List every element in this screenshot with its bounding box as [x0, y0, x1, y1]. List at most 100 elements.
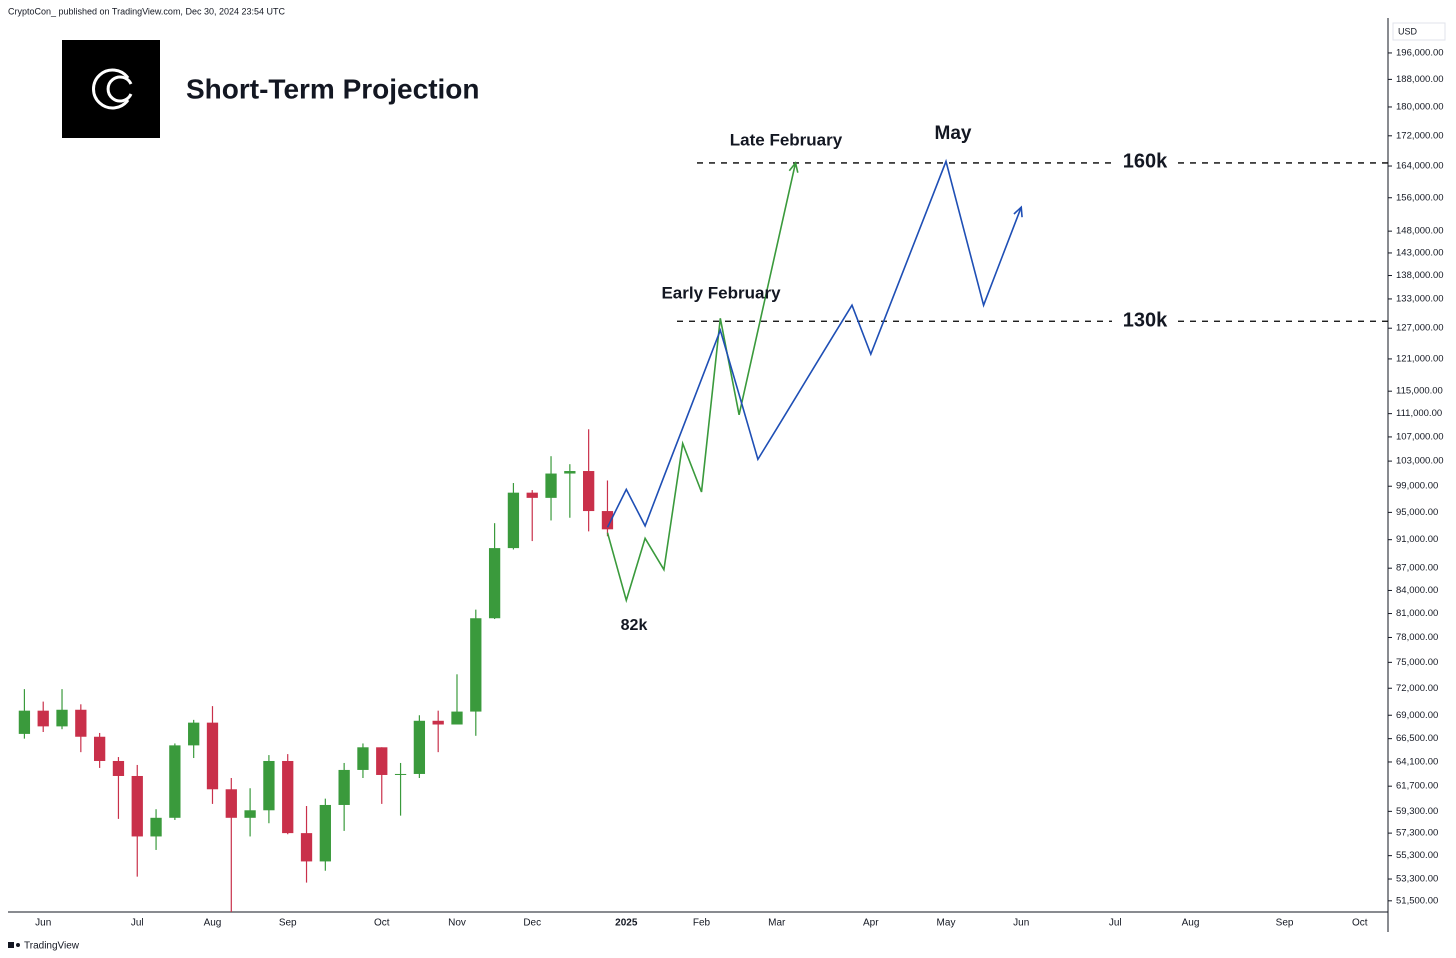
candle-body: [206, 722, 219, 790]
projection-line: [606, 158, 1022, 528]
y-tick-label: 87,000.00: [1396, 563, 1438, 574]
y-tick-label: 64,100.00: [1396, 756, 1438, 767]
y-tick-label: 196,000.00: [1396, 47, 1444, 58]
x-tick-label: Nov: [448, 918, 466, 929]
y-tick-label: 78,000.00: [1396, 632, 1438, 643]
y-tick-label: 133,000.00: [1396, 293, 1444, 304]
y-tick-label: 61,700.00: [1396, 781, 1438, 792]
y-tick-label: 91,000.00: [1396, 534, 1438, 545]
annotation: 160k: [1123, 150, 1168, 172]
y-tick-label: 84,000.00: [1396, 585, 1438, 596]
currency-label: USD: [1398, 26, 1418, 36]
logo-box: [62, 40, 160, 138]
y-tick-label: 115,000.00: [1396, 386, 1443, 397]
x-tick-label: Oct: [1352, 918, 1368, 929]
candle-body: [93, 736, 106, 761]
candle-body: [263, 760, 275, 811]
logo: [62, 40, 160, 138]
y-tick-label: 99,000.00: [1396, 481, 1438, 492]
y-tick-label: 69,000.00: [1396, 710, 1438, 721]
y-tick-label: 188,000.00: [1396, 74, 1444, 85]
y-tick-label: 53,300.00: [1396, 874, 1438, 885]
projection-line: [606, 162, 797, 604]
y-tick-label: 103,000.00: [1396, 456, 1444, 467]
x-tick-label: Jun: [35, 918, 51, 929]
candle-body: [601, 511, 614, 530]
chart-title: Short-Term Projection: [186, 73, 480, 104]
y-tick-label: 57,300.00: [1396, 828, 1438, 839]
logo-arc-inner: [106, 75, 133, 103]
candle-body: [338, 769, 350, 805]
candle-body: [225, 789, 237, 818]
candle-body: [244, 810, 256, 818]
y-tick-label: 59,300.00: [1396, 806, 1438, 817]
x-tick-label: 2025: [615, 918, 638, 929]
x-tick-label: Jul: [1109, 918, 1122, 929]
y-tick-label: 180,000.00: [1396, 101, 1444, 112]
candle-body: [56, 709, 68, 727]
y-tick-label: 55,300.00: [1396, 850, 1438, 861]
candle-body: [507, 492, 520, 549]
y-tick-label: 111,000.00: [1396, 408, 1442, 419]
y-tick-label: 172,000.00: [1396, 130, 1444, 141]
x-tick-label: May: [937, 918, 956, 929]
x-tick-label: Oct: [374, 918, 390, 929]
y-tick-label: 75,000.00: [1396, 657, 1438, 668]
y-tick-label: 164,000.00: [1396, 161, 1444, 172]
candle-body: [18, 710, 31, 734]
y-tick-label: 156,000.00: [1396, 192, 1444, 203]
arrowhead: [1013, 205, 1023, 218]
candle-body: [432, 720, 444, 725]
candle-body: [545, 473, 557, 498]
y-tick-label: 148,000.00: [1396, 226, 1444, 237]
candle-body: [394, 773, 407, 775]
y-tick-label: 95,000.00: [1396, 507, 1438, 518]
annotation: 82k: [621, 617, 648, 634]
y-tick-label: 51,500.00: [1396, 895, 1438, 906]
candle-body: [526, 492, 538, 498]
annotation: May: [935, 123, 972, 144]
x-tick-label: Aug: [1182, 918, 1200, 929]
candle-body: [564, 471, 576, 474]
candle-body: [131, 775, 143, 837]
candle-body: [319, 804, 331, 862]
y-tick-label: 72,000.00: [1396, 683, 1438, 694]
x-tick-label: Feb: [693, 918, 711, 929]
annotation: 130k: [1123, 309, 1168, 331]
y-tick-label: 121,000.00: [1396, 353, 1444, 364]
candle-body: [112, 760, 125, 776]
y-tick-label: 66,500.00: [1396, 733, 1438, 744]
candle-body: [150, 817, 162, 837]
currency-box: [1392, 22, 1446, 41]
source-note: CryptoCon_ published on TradingView.com,…: [8, 6, 285, 16]
x-tick-label: Apr: [863, 918, 879, 929]
x-tick-label: Aug: [204, 918, 222, 929]
y-tick-label: 143,000.00: [1396, 247, 1444, 258]
x-tick-label: Dec: [523, 918, 541, 929]
arrowhead: [788, 161, 799, 173]
candle-body: [470, 618, 482, 712]
candle-body: [376, 747, 388, 775]
y-tick-label: 138,000.00: [1396, 270, 1444, 281]
y-tick-label: 127,000.00: [1396, 323, 1444, 334]
candle-body: [37, 710, 49, 727]
x-tick-label: Jun: [1013, 918, 1029, 929]
annotation: Late February: [730, 130, 843, 149]
brand: TradingView: [8, 941, 80, 952]
annotation: Early February: [661, 283, 781, 302]
candle-body: [413, 720, 426, 774]
candle-body: [488, 548, 501, 619]
y-tick-label: 107,000.00: [1396, 431, 1444, 442]
x-tick-label: Sep: [279, 918, 297, 929]
brand-icon: [8, 942, 14, 948]
candle-body: [188, 722, 200, 746]
candle-body: [451, 711, 463, 725]
x-tick-label: Sep: [1276, 918, 1294, 929]
x-tick-label: Jul: [131, 918, 144, 929]
x-tick-label: Mar: [768, 918, 786, 929]
candle-body: [583, 471, 595, 512]
logo-arc-outer: [92, 68, 130, 110]
y-tick-label: 81,000.00: [1396, 608, 1438, 619]
candle-body: [282, 760, 294, 834]
